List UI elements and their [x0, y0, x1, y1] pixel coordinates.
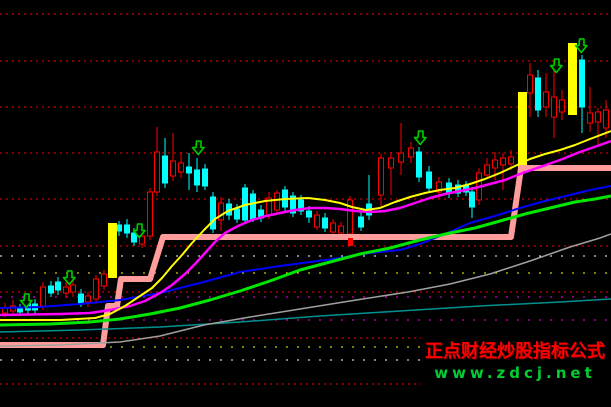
candle-body: [388, 157, 394, 169]
candle-body: [595, 111, 601, 123]
candle-body: [314, 214, 320, 228]
candle-body: [469, 191, 475, 208]
sell-arrow-icon: [62, 270, 76, 286]
candle-body: [416, 151, 422, 178]
candle-body: [408, 147, 414, 158]
candle-body: [131, 232, 137, 243]
candle-body: [426, 171, 432, 189]
signal-bar: [518, 92, 527, 168]
candle-body: [93, 278, 99, 300]
candle-body: [210, 196, 216, 230]
ma-line-blue: [0, 185, 611, 309]
candle-body: [55, 281, 61, 291]
candle-body: [48, 285, 54, 294]
candle-body: [116, 224, 122, 232]
step-support-line: [0, 165, 611, 348]
sell-arrow-icon: [549, 58, 563, 74]
candle-body: [492, 159, 498, 169]
candle-body: [551, 96, 557, 118]
signal-bar: [108, 223, 117, 278]
candle-body: [378, 157, 384, 196]
candle-body: [358, 216, 364, 228]
candle-body: [455, 184, 461, 194]
candle-body: [63, 286, 69, 294]
ma-line-green: [0, 194, 611, 327]
candle-body: [170, 160, 176, 177]
candle-body: [85, 295, 91, 303]
sell-arrow-icon: [413, 130, 427, 146]
candle-body: [527, 74, 533, 94]
candle-body: [162, 155, 168, 184]
red-dot-marker: [348, 238, 353, 246]
sell-arrow-icon: [574, 38, 588, 54]
ma-line-teal: [0, 298, 611, 333]
candle-body: [274, 192, 280, 211]
candle-body: [338, 225, 344, 234]
signal-bar: [568, 43, 577, 115]
candle-body: [40, 286, 46, 307]
candle-body: [436, 181, 442, 193]
ma-line-magenta: [0, 139, 611, 317]
candle-body: [543, 91, 549, 108]
candle-body: [535, 77, 541, 111]
candle-body: [500, 157, 506, 166]
candle-body: [484, 164, 490, 176]
candle-body: [154, 151, 160, 193]
candle-body: [178, 162, 184, 173]
candle-body: [322, 217, 328, 229]
candle-body: [250, 193, 256, 220]
candle-body: [330, 222, 336, 233]
candle-body: [579, 59, 585, 108]
candle-body: [78, 293, 84, 304]
candle-body: [202, 168, 208, 187]
watermark-title: 正点财经炒股指标公式: [425, 340, 605, 362]
candle-body: [298, 199, 304, 212]
candle-body: [17, 307, 23, 313]
sell-arrow-icon: [132, 223, 146, 239]
candle-body: [398, 152, 404, 163]
ma-line-gray: [0, 233, 611, 347]
candle-body: [124, 224, 130, 234]
candle-body: [508, 156, 514, 165]
sell-arrow-icon: [19, 293, 33, 309]
candle-body: [218, 202, 224, 221]
candle-body: [147, 191, 153, 237]
ma-line-yellow: [0, 130, 611, 321]
watermark: 正点财经炒股指标公式 www.zdcj.net: [421, 337, 609, 385]
candle-body: [290, 195, 296, 214]
candle-body: [70, 284, 76, 293]
candle-body: [603, 109, 609, 129]
watermark-url: www.zdcj.net: [434, 363, 596, 382]
candle-body: [139, 235, 145, 245]
sell-arrow-icon: [191, 140, 205, 156]
candle-body: [101, 273, 107, 287]
candle-body: [186, 166, 192, 174]
candle-body: [587, 112, 593, 124]
candle-body: [306, 210, 312, 218]
candle-body: [559, 99, 565, 113]
candle-body: [234, 208, 240, 220]
candle-body: [194, 169, 200, 186]
